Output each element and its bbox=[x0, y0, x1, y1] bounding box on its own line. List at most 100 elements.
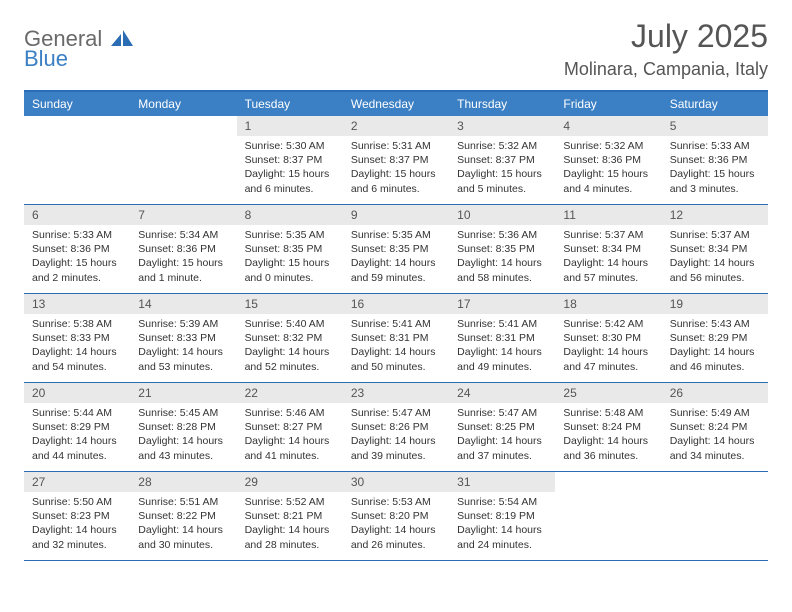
day-header-tue: Tuesday bbox=[237, 92, 343, 116]
day-number: 22 bbox=[237, 383, 343, 403]
sunrise-text: Sunrise: 5:33 AM bbox=[670, 139, 760, 153]
sunrise-text: Sunrise: 5:41 AM bbox=[457, 317, 547, 331]
day-number: 14 bbox=[130, 294, 236, 314]
week-row: 20Sunrise: 5:44 AMSunset: 8:29 PMDayligh… bbox=[24, 383, 768, 472]
sunrise-text: Sunrise: 5:45 AM bbox=[138, 406, 228, 420]
daylight-text: Daylight: 14 hours and 24 minutes. bbox=[457, 523, 547, 551]
sunset-text: Sunset: 8:33 PM bbox=[138, 331, 228, 345]
sunrise-text: Sunrise: 5:43 AM bbox=[670, 317, 760, 331]
calendar-cell: 23Sunrise: 5:47 AMSunset: 8:26 PMDayligh… bbox=[343, 383, 449, 471]
daylight-text: Daylight: 14 hours and 26 minutes. bbox=[351, 523, 441, 551]
calendar-cell: 24Sunrise: 5:47 AMSunset: 8:25 PMDayligh… bbox=[449, 383, 555, 471]
day-details: Sunrise: 5:41 AMSunset: 8:31 PMDaylight:… bbox=[449, 314, 555, 380]
sunset-text: Sunset: 8:36 PM bbox=[32, 242, 122, 256]
day-details: Sunrise: 5:36 AMSunset: 8:35 PMDaylight:… bbox=[449, 225, 555, 291]
sunset-text: Sunset: 8:37 PM bbox=[351, 153, 441, 167]
daylight-text: Daylight: 14 hours and 57 minutes. bbox=[563, 256, 653, 284]
page-header: General Blue July 2025 Molinara, Campani… bbox=[24, 18, 768, 80]
sunset-text: Sunset: 8:24 PM bbox=[563, 420, 653, 434]
calendar-cell: 6Sunrise: 5:33 AMSunset: 8:36 PMDaylight… bbox=[24, 205, 130, 293]
sunrise-text: Sunrise: 5:34 AM bbox=[138, 228, 228, 242]
daylight-text: Daylight: 14 hours and 47 minutes. bbox=[563, 345, 653, 373]
calendar-cell: 5Sunrise: 5:33 AMSunset: 8:36 PMDaylight… bbox=[662, 116, 768, 204]
day-number: 4 bbox=[555, 116, 661, 136]
daylight-text: Daylight: 15 hours and 6 minutes. bbox=[351, 167, 441, 195]
sunrise-text: Sunrise: 5:36 AM bbox=[457, 228, 547, 242]
day-header-thu: Thursday bbox=[449, 92, 555, 116]
sunrise-text: Sunrise: 5:35 AM bbox=[351, 228, 441, 242]
day-details: Sunrise: 5:42 AMSunset: 8:30 PMDaylight:… bbox=[555, 314, 661, 380]
calendar-cell: 17Sunrise: 5:41 AMSunset: 8:31 PMDayligh… bbox=[449, 294, 555, 382]
day-number: 27 bbox=[24, 472, 130, 492]
day-number: 19 bbox=[662, 294, 768, 314]
calendar-cell: 1Sunrise: 5:30 AMSunset: 8:37 PMDaylight… bbox=[237, 116, 343, 204]
day-number: 12 bbox=[662, 205, 768, 225]
calendar-cell: 15Sunrise: 5:40 AMSunset: 8:32 PMDayligh… bbox=[237, 294, 343, 382]
calendar-cell: 10Sunrise: 5:36 AMSunset: 8:35 PMDayligh… bbox=[449, 205, 555, 293]
calendar-cell: 13Sunrise: 5:38 AMSunset: 8:33 PMDayligh… bbox=[24, 294, 130, 382]
sunrise-text: Sunrise: 5:42 AM bbox=[563, 317, 653, 331]
daylight-text: Daylight: 15 hours and 0 minutes. bbox=[245, 256, 335, 284]
sunset-text: Sunset: 8:36 PM bbox=[670, 153, 760, 167]
sunrise-text: Sunrise: 5:53 AM bbox=[351, 495, 441, 509]
day-details: Sunrise: 5:47 AMSunset: 8:26 PMDaylight:… bbox=[343, 403, 449, 469]
week-row: 27Sunrise: 5:50 AMSunset: 8:23 PMDayligh… bbox=[24, 472, 768, 561]
day-details: Sunrise: 5:48 AMSunset: 8:24 PMDaylight:… bbox=[555, 403, 661, 469]
sunset-text: Sunset: 8:26 PM bbox=[351, 420, 441, 434]
sunrise-text: Sunrise: 5:38 AM bbox=[32, 317, 122, 331]
day-details: Sunrise: 5:40 AMSunset: 8:32 PMDaylight:… bbox=[237, 314, 343, 380]
day-details: Sunrise: 5:33 AMSunset: 8:36 PMDaylight:… bbox=[24, 225, 130, 291]
daylight-text: Daylight: 14 hours and 32 minutes. bbox=[32, 523, 122, 551]
week-row: 1Sunrise: 5:30 AMSunset: 8:37 PMDaylight… bbox=[24, 116, 768, 205]
calendar-cell bbox=[662, 472, 768, 560]
sunset-text: Sunset: 8:34 PM bbox=[563, 242, 653, 256]
day-number: 31 bbox=[449, 472, 555, 492]
calendar-cell bbox=[555, 472, 661, 560]
day-details: Sunrise: 5:37 AMSunset: 8:34 PMDaylight:… bbox=[662, 225, 768, 291]
daylight-text: Daylight: 14 hours and 41 minutes. bbox=[245, 434, 335, 462]
calendar-cell bbox=[130, 116, 236, 204]
day-details: Sunrise: 5:43 AMSunset: 8:29 PMDaylight:… bbox=[662, 314, 768, 380]
sunrise-text: Sunrise: 5:37 AM bbox=[563, 228, 653, 242]
sunset-text: Sunset: 8:31 PM bbox=[351, 331, 441, 345]
day-details: Sunrise: 5:32 AMSunset: 8:37 PMDaylight:… bbox=[449, 136, 555, 202]
daylight-text: Daylight: 14 hours and 49 minutes. bbox=[457, 345, 547, 373]
sunset-text: Sunset: 8:29 PM bbox=[670, 331, 760, 345]
calendar-grid: Sunday Monday Tuesday Wednesday Thursday… bbox=[24, 90, 768, 561]
sunset-text: Sunset: 8:36 PM bbox=[138, 242, 228, 256]
sunrise-text: Sunrise: 5:51 AM bbox=[138, 495, 228, 509]
sunset-text: Sunset: 8:32 PM bbox=[245, 331, 335, 345]
calendar-cell: 22Sunrise: 5:46 AMSunset: 8:27 PMDayligh… bbox=[237, 383, 343, 471]
day-header-mon: Monday bbox=[130, 92, 236, 116]
day-header-fri: Friday bbox=[555, 92, 661, 116]
sunrise-text: Sunrise: 5:44 AM bbox=[32, 406, 122, 420]
daylight-text: Daylight: 15 hours and 2 minutes. bbox=[32, 256, 122, 284]
sunset-text: Sunset: 8:35 PM bbox=[457, 242, 547, 256]
sunrise-text: Sunrise: 5:48 AM bbox=[563, 406, 653, 420]
sunrise-text: Sunrise: 5:35 AM bbox=[245, 228, 335, 242]
day-number bbox=[662, 472, 768, 478]
sunset-text: Sunset: 8:25 PM bbox=[457, 420, 547, 434]
day-details: Sunrise: 5:34 AMSunset: 8:36 PMDaylight:… bbox=[130, 225, 236, 291]
title-block: July 2025 Molinara, Campania, Italy bbox=[564, 18, 768, 80]
calendar-cell: 21Sunrise: 5:45 AMSunset: 8:28 PMDayligh… bbox=[130, 383, 236, 471]
day-header-sat: Saturday bbox=[662, 92, 768, 116]
daylight-text: Daylight: 15 hours and 5 minutes. bbox=[457, 167, 547, 195]
day-number bbox=[130, 116, 236, 122]
sunset-text: Sunset: 8:19 PM bbox=[457, 509, 547, 523]
calendar-cell: 18Sunrise: 5:42 AMSunset: 8:30 PMDayligh… bbox=[555, 294, 661, 382]
logo-text-blue: Blue bbox=[24, 46, 68, 71]
day-number: 8 bbox=[237, 205, 343, 225]
calendar-cell: 19Sunrise: 5:43 AMSunset: 8:29 PMDayligh… bbox=[662, 294, 768, 382]
calendar-cell: 31Sunrise: 5:54 AMSunset: 8:19 PMDayligh… bbox=[449, 472, 555, 560]
daylight-text: Daylight: 14 hours and 53 minutes. bbox=[138, 345, 228, 373]
sunset-text: Sunset: 8:27 PM bbox=[245, 420, 335, 434]
sunset-text: Sunset: 8:37 PM bbox=[245, 153, 335, 167]
calendar-cell: 30Sunrise: 5:53 AMSunset: 8:20 PMDayligh… bbox=[343, 472, 449, 560]
sunrise-text: Sunrise: 5:32 AM bbox=[457, 139, 547, 153]
daylight-text: Daylight: 14 hours and 28 minutes. bbox=[245, 523, 335, 551]
day-number: 1 bbox=[237, 116, 343, 136]
sunset-text: Sunset: 8:24 PM bbox=[670, 420, 760, 434]
day-details: Sunrise: 5:41 AMSunset: 8:31 PMDaylight:… bbox=[343, 314, 449, 380]
day-details: Sunrise: 5:30 AMSunset: 8:37 PMDaylight:… bbox=[237, 136, 343, 202]
